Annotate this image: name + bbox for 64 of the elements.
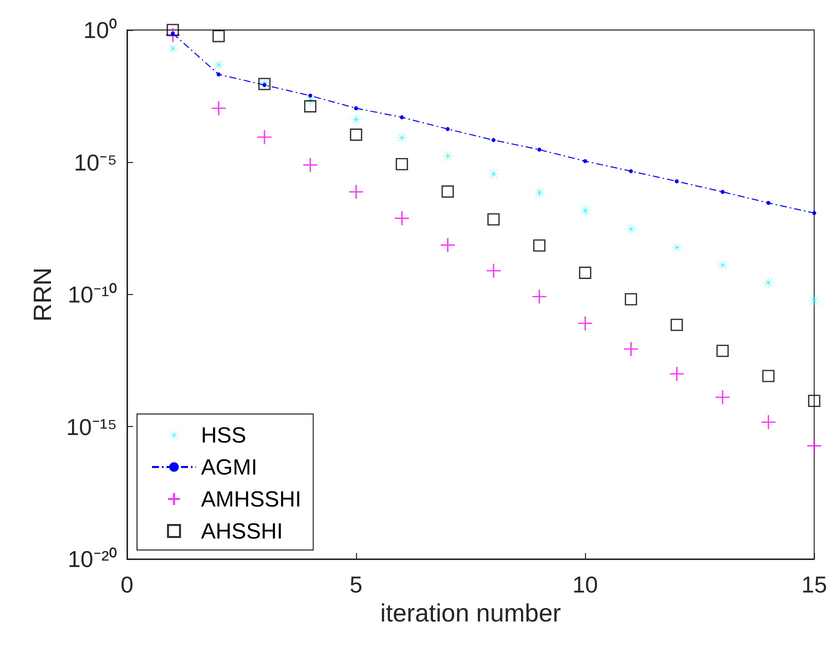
point: [492, 138, 496, 142]
point: [760, 414, 776, 430]
point: [446, 127, 450, 132]
point: [533, 239, 546, 252]
legend-label: AGMI: [201, 454, 258, 480]
point: [394, 130, 409, 145]
point: [674, 179, 679, 184]
point: [308, 94, 312, 98]
point: [212, 58, 226, 72]
x-tick-label: 10: [572, 572, 598, 598]
point: [716, 344, 729, 358]
x-tick-label: 15: [801, 572, 828, 598]
point: [394, 210, 410, 226]
point: [440, 149, 455, 164]
legend-label: AMHSSHI: [201, 486, 302, 512]
point: [761, 276, 776, 290]
point: [807, 294, 822, 308]
point: [808, 394, 820, 408]
y-tick-label: 10⁰: [83, 17, 117, 43]
point: [400, 115, 404, 120]
point: [350, 128, 362, 141]
point: [487, 213, 500, 226]
x-tick-label: 5: [350, 572, 362, 598]
point: [532, 288, 547, 304]
point: [762, 370, 775, 382]
point: [766, 200, 770, 205]
point: [628, 169, 633, 174]
point: [532, 186, 546, 200]
y-tick-label: 10⁻¹⁵: [66, 414, 117, 440]
point: [396, 158, 408, 170]
point: [623, 341, 639, 357]
point: [256, 129, 272, 145]
legend-label: AHSSHI: [201, 518, 283, 544]
point: [166, 24, 179, 36]
point: [578, 266, 592, 279]
point: [714, 390, 730, 405]
y-axis-title: RRN: [28, 267, 57, 322]
y-tick-label: 10⁻¹⁰: [68, 282, 117, 308]
point: [669, 366, 684, 382]
point: [304, 100, 316, 112]
y-tick-label: 10⁻²⁰: [68, 546, 117, 572]
point: [670, 318, 683, 332]
point: [720, 190, 725, 194]
point: [577, 316, 593, 332]
point: [812, 211, 816, 216]
point: [348, 184, 364, 200]
point: [624, 293, 638, 306]
x-tick-label: 0: [120, 572, 134, 598]
y-tick-label: 10⁻⁵: [74, 149, 117, 176]
point: [583, 159, 588, 164]
point: [440, 237, 456, 253]
point: [302, 157, 318, 173]
legend-label: HSS: [201, 422, 246, 448]
point: [442, 185, 454, 198]
point: [354, 106, 358, 110]
point: [537, 148, 542, 152]
point: [210, 100, 226, 116]
point: [216, 72, 221, 76]
point: [165, 27, 180, 43]
point: [212, 30, 225, 42]
point: [170, 31, 175, 36]
point: [806, 438, 822, 454]
point: [486, 263, 502, 278]
x-axis-title: iteration number: [380, 600, 561, 628]
